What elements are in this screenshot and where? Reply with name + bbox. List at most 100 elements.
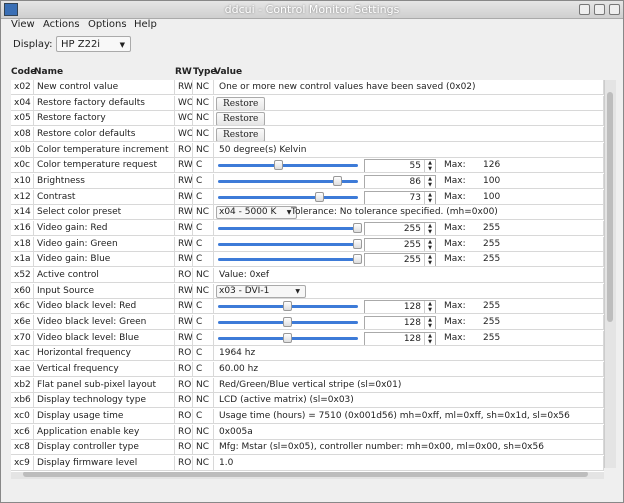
cell-value: 1964 hz <box>214 346 604 362</box>
cell-value: Usage time (hours) = 7510 (0x001d56) mh=… <box>214 409 604 425</box>
cell-rw: RO <box>175 440 193 456</box>
cell-rw: RW <box>175 330 193 346</box>
spin-box[interactable]: 73 ▲ ▼ <box>364 190 436 204</box>
max-label: Max: <box>444 160 466 171</box>
combo-value: x03 - DVI-1 <box>219 285 270 296</box>
spin-arrows: ▲ ▼ <box>424 254 435 267</box>
cell-type: NC <box>193 127 214 142</box>
cell-name: Restore factory defaults <box>34 95 175 111</box>
spin-arrows: ▲ ▼ <box>424 176 435 189</box>
slider-handle[interactable] <box>353 238 362 249</box>
cell-type: C <box>193 362 214 378</box>
cell-type: C <box>193 330 214 346</box>
cell-rw: WO <box>175 95 193 111</box>
column-header: Name <box>34 67 64 77</box>
cell-value: Value: 0xef <box>214 268 604 284</box>
table-row: xc9 Display firmware level RO NC 1.0 <box>11 456 604 473</box>
max-label: Max: <box>444 223 466 234</box>
value-text: 1.0 <box>219 458 234 469</box>
cell-value: Restore <box>214 95 604 111</box>
cell-name: Video gain: Green <box>34 236 175 252</box>
menu-item[interactable]: Options <box>88 19 127 30</box>
spin-value: 128 <box>403 302 421 313</box>
value-text: LCD (active matrix) (sl=0x03) <box>219 395 354 406</box>
cell-value: 1.0 <box>214 456 604 472</box>
menu-item[interactable]: Help <box>134 19 157 30</box>
menu-item[interactable]: View <box>11 19 35 30</box>
table-row: x02 New control value RW NC One or more new … <box>11 80 604 96</box>
restore-button[interactable]: Restore <box>216 128 266 141</box>
combo-box[interactable]: x03 - DVI-1 ▼ <box>216 284 306 298</box>
cell-value: 50 degree(s) Kelvin <box>214 142 604 158</box>
cell-type: C <box>193 315 214 331</box>
cell-name: Flat panel sub-pixel layout <box>34 377 175 393</box>
cell-name: Application enable key <box>34 424 175 440</box>
spin-box[interactable]: 255 ▲ ▼ <box>364 253 436 267</box>
cell-rw: RW <box>175 221 193 237</box>
spin-box[interactable]: 55 ▲ ▼ <box>364 159 436 173</box>
cell-type: C <box>193 299 214 315</box>
max-label: Max: <box>444 301 466 312</box>
value-text: Usage time (hours) = 7510 (0x001d56) mh=… <box>219 411 570 422</box>
max-value: 255 <box>483 254 501 265</box>
cell-type: NC <box>193 283 214 299</box>
spin-value: 255 <box>403 239 421 250</box>
cell-code: x04 <box>11 95 34 111</box>
scroll-thumb[interactable] <box>607 92 613 322</box>
table-row: x6c Video black level: Red RW C 128 ▲ ▼ Max: 255 <box>11 299 604 316</box>
cell-code: x0c <box>11 158 34 174</box>
cell-name: Display firmware level <box>34 456 175 472</box>
scroll-thumb[interactable] <box>23 471 588 477</box>
cell-name: Display technology type <box>34 393 175 409</box>
cell-code: xac <box>11 346 34 362</box>
maximize-button[interactable] <box>594 4 605 15</box>
cell-value: 55 ▲ ▼ Max: 126 <box>214 158 604 174</box>
slider-handle[interactable] <box>353 254 362 265</box>
combo-arrow: ▼ <box>286 209 292 217</box>
column-header: Value <box>214 67 243 77</box>
combo-box[interactable]: x04 - 5000 K ▼ <box>216 206 298 220</box>
cell-rw: RO <box>175 268 193 284</box>
spin-value: 255 <box>403 255 421 266</box>
spin-box[interactable]: 128 ▲ ▼ <box>364 300 436 314</box>
display-combo[interactable]: HP Z22i ▼ <box>56 36 131 52</box>
slider-handle[interactable] <box>353 223 362 234</box>
table-row: xb6 Display technology type RO NC LCD (activ… <box>11 393 604 410</box>
spin-box[interactable]: 86 ▲ ▼ <box>364 175 436 189</box>
cell-code: x16 <box>11 221 34 237</box>
cell-rw: RO <box>175 393 193 409</box>
close-button[interactable] <box>609 4 620 15</box>
cell-name: Video gain: Red <box>34 221 175 237</box>
table-row: xc0 Display usage time RO C Usage time (hour… <box>11 409 604 426</box>
menu-item[interactable]: Actions <box>43 19 80 30</box>
minimize-button[interactable] <box>579 4 590 15</box>
spin-box[interactable]: 128 ▲ ▼ <box>364 331 436 345</box>
cell-name: Video black level: Green <box>34 315 175 331</box>
table-row: xc8 Display controller type RO NC Mfg: Mstar… <box>11 440 604 457</box>
slider-handle[interactable] <box>283 317 293 328</box>
spin-value: 255 <box>403 224 421 235</box>
restore-button[interactable]: Restore <box>216 96 266 110</box>
cell-code: x52 <box>11 268 34 284</box>
vertical-scrollbar[interactable] <box>604 80 616 468</box>
spin-arrows: ▲ ▼ <box>424 191 435 204</box>
cell-rw: RW <box>175 80 193 95</box>
cell-name: Vertical frequency <box>34 362 175 378</box>
slider-handle[interactable] <box>283 332 293 343</box>
slider-handle[interactable] <box>283 301 293 312</box>
cell-type: NC <box>193 205 214 221</box>
slider-handle[interactable] <box>315 191 325 202</box>
display-label: Display: <box>13 39 53 50</box>
cell-type: C <box>193 236 214 252</box>
spin-box[interactable]: 128 ▲ ▼ <box>364 316 436 330</box>
slider-handle[interactable] <box>333 176 343 187</box>
spin-box[interactable]: 255 ▲ ▼ <box>364 237 436 251</box>
cell-code: x6e <box>11 315 34 331</box>
slider-handle[interactable] <box>274 160 284 171</box>
spin-arrows: ▲ ▼ <box>424 317 435 330</box>
cell-code: xc0 <box>11 409 34 425</box>
spin-box[interactable]: 255 ▲ ▼ <box>364 222 436 236</box>
cell-code: xc8 <box>11 440 34 456</box>
spin-value: 55 <box>409 161 421 172</box>
restore-button[interactable]: Restore <box>216 112 266 126</box>
